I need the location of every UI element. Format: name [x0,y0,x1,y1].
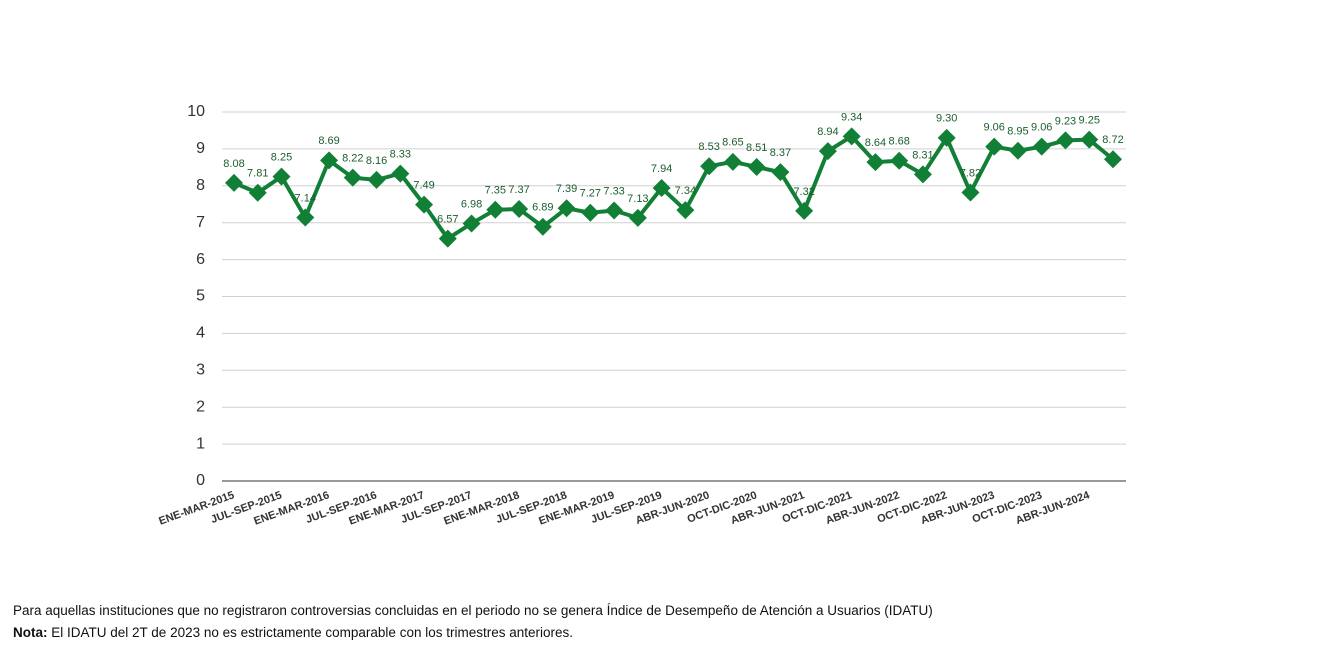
marker [367,170,386,189]
marker [415,195,434,214]
marker [438,229,457,248]
data-label: 8.69 [318,135,339,147]
data-label: 9.25 [1079,115,1100,127]
marker [723,152,742,171]
marker [248,183,267,202]
marker [605,201,624,220]
data-label: 8.22 [342,153,363,165]
note-line: Nota: El IDATU del 2T de 2023 no es estr… [13,622,933,644]
marker [937,128,956,147]
data-label: 6.98 [461,198,482,210]
data-label: 9.06 [1031,122,1052,134]
marker [581,203,600,222]
data-label: 7.82 [960,167,981,179]
data-label: 8.64 [865,137,886,149]
marker [628,208,647,227]
data-label: 8.37 [770,147,791,159]
note-label: Nota: [13,625,48,640]
data-label: 7.94 [651,163,672,175]
y-tick-label: 0 [196,472,205,489]
data-label: 9.34 [841,111,862,123]
marker [890,151,909,170]
data-label: 8.51 [746,142,767,154]
notes: Para aquellas instituciones que no regis… [13,600,933,644]
data-label: 8.31 [912,149,933,161]
marker [1104,150,1122,169]
marker [1008,141,1027,160]
data-label: 8.53 [698,141,719,153]
data-label: 8.95 [1007,126,1028,138]
marker [320,151,339,170]
chart: 012345678910ENE-MAR-2015JUL-SEP-2015ENE-… [157,103,1126,528]
data-label: 6.89 [532,202,553,214]
y-tick-label: 4 [196,325,205,342]
marker [652,179,671,198]
marker [913,165,932,184]
data-label: 6.57 [437,213,458,225]
data-label: 8.08 [223,158,244,170]
marker [486,200,505,219]
data-label: 9.30 [936,113,957,125]
marker [676,201,695,220]
marker [866,153,885,172]
marker [747,157,766,176]
marker [795,201,814,220]
marker [1056,131,1075,150]
data-label: 9.23 [1055,115,1076,127]
line [233,134,1115,241]
data-label: 7.81 [247,168,268,180]
data-label: 7.35 [485,185,506,197]
y-tick-label: 5 [196,288,205,305]
note-text: El IDATU del 2T de 2023 no es estrictame… [51,625,574,640]
data-label: 7.13 [627,193,648,205]
data-label: 7.49 [413,180,434,192]
marker [225,173,243,192]
marker [1080,130,1099,149]
marker [296,208,315,227]
marker [1032,137,1051,156]
marker [961,183,980,202]
marker [343,168,362,187]
data-label: 7.33 [603,185,624,197]
y-tick-label: 3 [196,362,205,379]
data-label: 7.27 [580,188,601,200]
marker [391,164,410,183]
marker [462,214,481,233]
data-label: 8.33 [390,149,411,161]
data-label: 7.37 [508,184,529,196]
data-label: 9.06 [984,122,1005,134]
y-tick-label: 2 [196,398,205,415]
data-label: 7.32 [793,186,814,198]
data-label: 8.94 [817,126,838,138]
y-tick-label: 9 [196,140,205,157]
marker [557,199,576,218]
data-label: 7.39 [556,183,577,195]
data-label: 8.72 [1102,134,1123,146]
marker [510,200,529,219]
y-tick-label: 10 [187,103,205,120]
y-tick-label: 1 [196,435,205,452]
data-label: 7.34 [675,185,696,197]
marker [842,127,861,146]
y-tick-label: 6 [196,251,205,268]
y-tick-label: 8 [196,177,205,194]
marker [533,217,552,236]
data-label: 8.16 [366,155,387,167]
data-label: 7.14 [295,192,316,204]
marker [985,137,1004,156]
marker [818,142,837,161]
data-label: 8.25 [271,151,292,163]
y-tick-label: 7 [196,214,205,231]
marker [771,163,790,182]
marker [272,167,291,186]
marker [700,157,719,176]
data-label: 8.68 [888,136,909,148]
data-label: 8.65 [722,137,743,149]
note-line: Para aquellas instituciones que no regis… [13,603,933,618]
